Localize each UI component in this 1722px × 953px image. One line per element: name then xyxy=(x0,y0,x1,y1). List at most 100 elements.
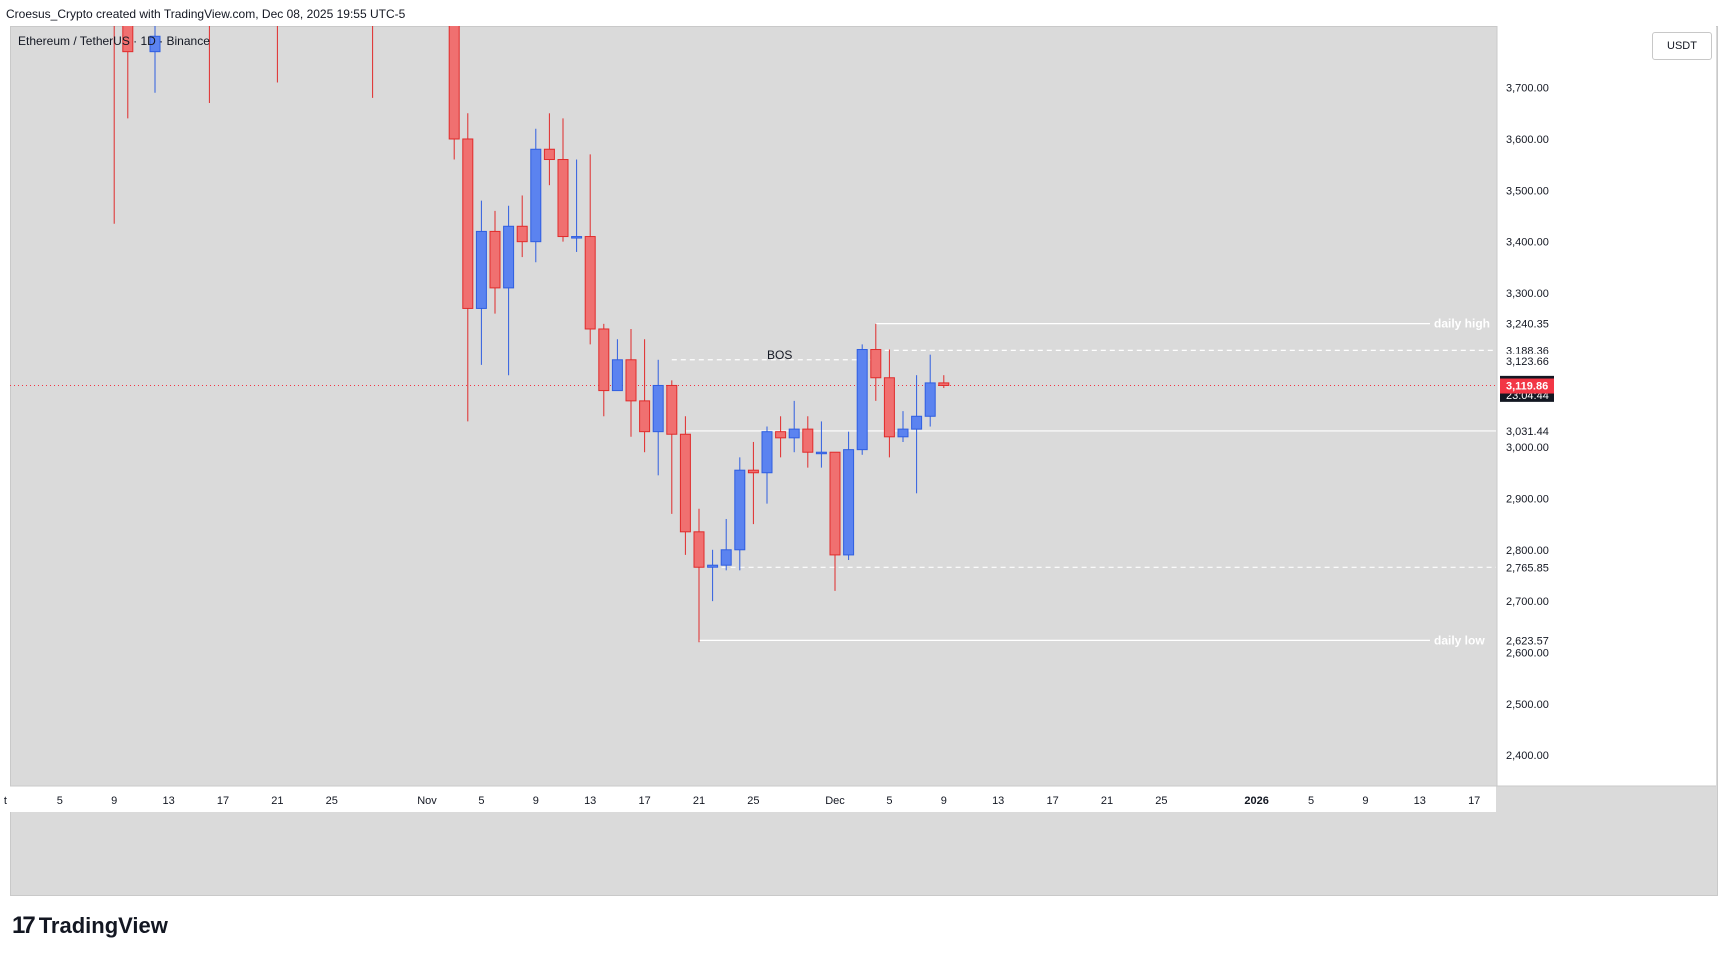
y-tick-label: 3,500.00 xyxy=(1506,185,1549,197)
candle-Nov-22 xyxy=(707,549,719,602)
symbol-title[interactable]: Ethereum / TetherUS · 1D · Binance xyxy=(18,34,210,48)
currency-button[interactable]: USDT xyxy=(1652,32,1712,60)
candle-body xyxy=(530,148,542,243)
candle-Dec-3 xyxy=(856,344,868,455)
candle-body xyxy=(679,433,691,533)
candle-Nov-23 xyxy=(720,518,732,571)
tradingview-logo-text: TradingView xyxy=(38,913,168,938)
chart-credit: Croesus_Crypto created with TradingView.… xyxy=(6,7,406,21)
chart-area[interactable] xyxy=(10,26,1718,896)
x-tick-label: 5 xyxy=(57,795,63,807)
price-level-badge xyxy=(1500,633,1554,648)
candle-body xyxy=(557,159,569,238)
candle-Nov-29 xyxy=(802,416,814,468)
price-level-badge xyxy=(1500,560,1554,575)
candle-body xyxy=(109,0,119,5)
x-tick-label: 9 xyxy=(111,795,117,807)
candle-body xyxy=(924,382,936,417)
candle-Dec-2 xyxy=(843,431,855,561)
candle-Nov-9 xyxy=(530,128,542,263)
y-tick-label: 2,900.00 xyxy=(1506,493,1549,505)
x-tick-label: 21 xyxy=(693,795,705,807)
candle-Nov-21 xyxy=(693,508,705,643)
price-level-badge xyxy=(1500,316,1554,331)
x-tick-label: 13 xyxy=(1414,795,1426,807)
candle-body xyxy=(911,415,923,430)
candle-body xyxy=(693,531,705,568)
price-level-label: 3,031.44 xyxy=(1506,426,1549,438)
time-axis-bg xyxy=(10,786,1496,812)
candles-layer xyxy=(109,0,950,643)
candle-body xyxy=(448,26,460,140)
time-axis[interactable]: t 5 9 13 17 21 25 Nov 5 9 13 17 21 25 Dec 5 9 13 17 21 25 202… xyxy=(4,785,1716,812)
candle-body xyxy=(543,148,555,161)
candle-body xyxy=(462,138,474,309)
price-level-label: 3,240.35 xyxy=(1506,319,1549,331)
y-tick-label: 2,700.00 xyxy=(1506,596,1549,608)
x-tick-label: 21 xyxy=(1101,795,1113,807)
y-tick-label: 3,000.00 xyxy=(1506,442,1549,454)
x-tick-label: 2026 xyxy=(1244,795,1268,807)
candle-Nov-4 xyxy=(462,113,474,422)
candle-Oct-9 xyxy=(109,0,119,224)
candle-Dec-5 xyxy=(883,349,895,458)
candle-body xyxy=(761,431,773,474)
y-tick-label: 3,700.00 xyxy=(1506,83,1549,95)
candle-Oct-21 xyxy=(276,26,278,83)
x-tick-label: 17 xyxy=(217,795,229,807)
tradingview-logo[interactable]: 17 TradingView xyxy=(12,912,168,940)
candle-body xyxy=(625,359,637,402)
candle-body xyxy=(856,349,868,451)
candle-body xyxy=(897,428,909,438)
candle-body xyxy=(475,230,487,309)
candle-Nov-6 xyxy=(489,210,501,314)
candle-body xyxy=(639,400,651,433)
candle-Oct-16 xyxy=(208,26,210,104)
candle-body xyxy=(734,469,746,551)
y-tick-label: 2,500.00 xyxy=(1506,699,1549,711)
candle-Nov-17 xyxy=(639,339,651,453)
candle-Nov-12 xyxy=(571,159,583,252)
candle-body xyxy=(122,26,134,53)
candle-body xyxy=(883,377,895,438)
candle-Dec-6 xyxy=(897,411,909,442)
candle-body xyxy=(666,384,678,435)
candle-Nov-16 xyxy=(625,328,637,437)
y-tick-label: 2,800.00 xyxy=(1506,545,1549,557)
candle-body xyxy=(503,225,515,289)
candle-Nov-28 xyxy=(788,400,800,453)
x-tick-label: 17 xyxy=(638,795,650,807)
candle-Dec-8 xyxy=(924,354,936,427)
candle-Nov-15 xyxy=(611,339,623,392)
price-axis[interactable]: 2,400.00 2,500.00 2,600.00 2,700.00 2,800.00… xyxy=(1496,26,1716,786)
x-tick-label: 13 xyxy=(584,795,596,807)
y-tick-label: 3,600.00 xyxy=(1506,134,1549,146)
price-level-badge xyxy=(1500,423,1554,438)
x-tick-label: 13 xyxy=(162,795,174,807)
candle-Nov-13 xyxy=(584,154,596,345)
current-price-badge xyxy=(1500,378,1554,394)
x-tick-label: 9 xyxy=(1362,795,1368,807)
price-level-label: 3,123.66 xyxy=(1506,356,1549,368)
candle-body xyxy=(843,449,855,556)
level-label-BOS: BOS xyxy=(767,348,792,362)
candle-body xyxy=(720,549,732,566)
candle-Nov-3 xyxy=(448,26,460,160)
candle-Nov-7 xyxy=(503,205,515,376)
candle-body xyxy=(707,564,719,568)
candle-Nov-25 xyxy=(747,441,759,525)
candle-body xyxy=(149,35,161,53)
candle-body xyxy=(652,384,664,433)
price-axis-bg xyxy=(1497,26,1716,786)
candle-Oct-12 xyxy=(149,26,161,93)
candle-Nov-19 xyxy=(666,380,678,514)
price-level-label: 2,623.57 xyxy=(1506,635,1549,647)
candle-body xyxy=(788,428,800,439)
candle-Oct-10 xyxy=(122,26,134,119)
x-tick-label: 9 xyxy=(941,795,947,807)
candle-body xyxy=(584,236,596,330)
y-tick-label: 2,600.00 xyxy=(1506,647,1549,659)
price-level-badge xyxy=(1500,353,1554,368)
candle-Nov-26 xyxy=(761,426,773,504)
